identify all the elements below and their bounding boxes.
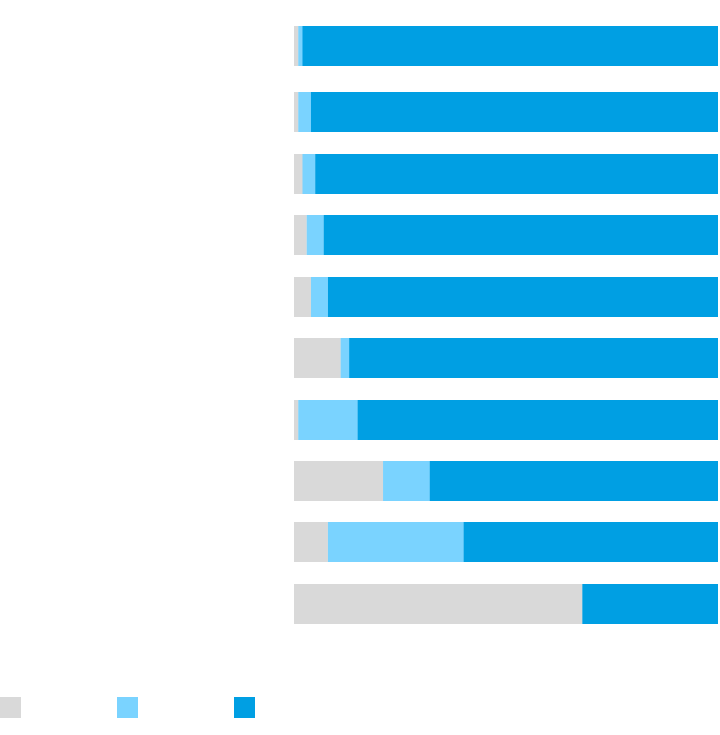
legend-swatch-series2 [117,697,138,718]
legend-swatch-series3 [234,697,255,718]
bar-segment-row8-series3 [429,461,718,501]
bar-segment-row3-series3 [315,154,718,194]
bar-segment-row7-series3 [357,400,718,440]
bar-segment-row2-series1 [294,92,299,132]
bar-segment-row6-series1 [294,338,341,378]
bar-segment-row1-series1 [294,26,299,66]
bar-segment-row4-series3 [323,215,718,255]
legend-swatch-series1 [0,697,21,718]
bar-segment-row4-series2 [306,215,324,255]
bar-segment-row10-series3 [582,584,718,624]
bar-segment-row8-series1 [294,461,384,501]
bar-segment-row6-series2 [340,338,350,378]
bar-segment-row6-series3 [349,338,718,378]
bar-segment-row9-series3 [463,522,718,562]
bar-segment-row2-series2 [298,92,311,132]
bar-segment-row7-series1 [294,400,299,440]
bar-segment-row3-series1 [294,154,303,194]
bar-segment-row2-series3 [310,92,718,132]
bar-segment-row4-series1 [294,215,307,255]
bar-segment-row1-series2 [298,26,303,66]
bar-segment-row8-series2 [383,461,430,501]
bar-segment-row7-series2 [298,400,358,440]
bar-segment-row5-series1 [294,277,311,317]
bar-segment-row10-series1 [294,584,583,624]
bar-segment-row9-series1 [294,522,328,562]
bar-segment-row3-series2 [302,154,316,194]
bar-segment-row5-series2 [310,277,328,317]
bar-segment-row1-series3 [302,26,718,66]
bar-segment-row9-series2 [327,522,464,562]
bar-segment-row5-series3 [327,277,718,317]
